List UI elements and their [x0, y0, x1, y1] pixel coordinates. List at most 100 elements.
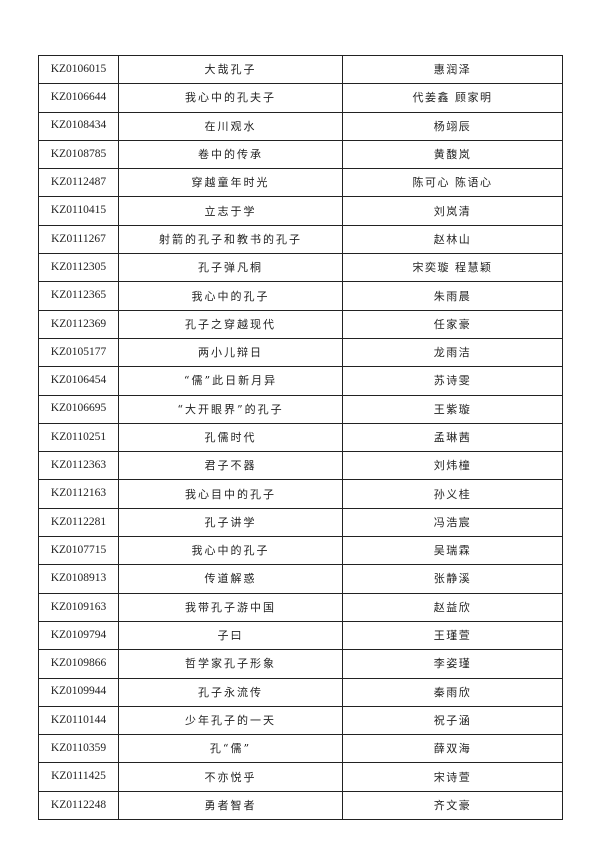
table-row: KZ0112281 孔子讲学 冯浩宸: [38, 507, 563, 538]
table-row: KZ0107715 我心中的孔子 吴瑞霖: [38, 536, 563, 566]
table-row: KZ0106015 大哉孔子 惠润泽: [38, 54, 563, 85]
entry-id: KZ0106015: [38, 54, 119, 85]
table-row: KZ0108913 传道解惑 张静溪: [38, 564, 563, 594]
table-row: KZ0106695 “大开眼界”的孔子 王紫璇: [38, 394, 563, 424]
entry-author: 杨翊辰: [342, 111, 563, 141]
entry-id: KZ0112281: [38, 507, 119, 538]
entry-id: KZ0106454: [38, 366, 119, 396]
entry-id: KZ0109163: [38, 592, 119, 622]
entry-title: 孔子永流传: [118, 677, 343, 707]
entry-author: 刘岚清: [342, 196, 563, 226]
entry-title: 传道解惑: [118, 564, 343, 594]
entry-author: 朱雨晨: [342, 281, 563, 311]
entry-id: KZ0109944: [38, 677, 119, 707]
entry-author: 薛双海: [342, 734, 563, 764]
entry-title: 孔子弹凡桐: [118, 253, 343, 283]
table-row: KZ0106454 “儒”此日新月异 苏诗雯: [38, 366, 563, 396]
table-row: KZ0112487 穿越童年时光 陈可心 陈语心: [38, 168, 563, 198]
entry-id: KZ0112369: [38, 309, 119, 339]
entry-author: 齐文豪: [342, 790, 563, 821]
entry-id: KZ0112163: [38, 479, 119, 509]
entry-author: 吴瑞霖: [342, 536, 563, 566]
entry-id: KZ0108434: [38, 111, 119, 141]
table-row: KZ0111267 射箭的孔子和教书的孔子 赵林山: [38, 224, 563, 255]
entry-title: 射箭的孔子和教书的孔子: [118, 224, 343, 255]
entry-title: 卷中的传承: [118, 139, 343, 170]
table-row: KZ0112305 孔子弹凡桐 宋奕璇 程慧颖: [38, 253, 563, 283]
entry-title: 哲学家孔子形象: [118, 649, 343, 679]
entry-author: 刘炜橦: [342, 451, 563, 481]
table-row: KZ0109866 哲学家孔子形象 李姿瑾: [38, 649, 563, 679]
entry-id: KZ0112248: [38, 790, 119, 821]
table-row: KZ0110251 孔儒时代 孟琳茜: [38, 422, 563, 453]
entry-title: 孔“儒”: [118, 734, 343, 764]
entry-author: 赵益欣: [342, 592, 563, 622]
table-body: KZ0106015 大哉孔子 惠润泽 KZ0106644 我心中的孔夫子 代姜鑫 顾家明 K…: [38, 54, 563, 821]
entry-id: KZ0112487: [38, 168, 119, 198]
entry-title: 子曰: [118, 620, 343, 651]
entries-table: KZ0106015 大哉孔子 惠润泽 KZ0106644 我心中的孔夫子 代姜鑫 顾家明 K…: [38, 54, 563, 821]
entry-id: KZ0111267: [38, 224, 119, 255]
entry-title: 我带孔子游中国: [118, 592, 343, 622]
table-row: KZ0109163 我带孔子游中国 赵益欣: [38, 592, 563, 622]
entry-id: KZ0109794: [38, 620, 119, 651]
entry-id: KZ0110359: [38, 734, 119, 764]
table-row: KZ0112163 我心目中的孔子 孙义桂: [38, 479, 563, 509]
table-row: KZ0105177 两小儿辩日 龙雨洁: [38, 337, 563, 368]
entry-author: 祝子涵: [342, 705, 563, 736]
entry-title: “大开眼界”的孔子: [118, 394, 343, 424]
entry-author: 赵林山: [342, 224, 563, 255]
entry-title: 立志于学: [118, 196, 343, 226]
entry-id: KZ0110251: [38, 422, 119, 453]
entry-author: 宋奕璇 程慧颖: [342, 253, 563, 283]
entry-title: 我心中的孔子: [118, 536, 343, 566]
entry-title: 少年孔子的一天: [118, 705, 343, 736]
entry-author: 冯浩宸: [342, 507, 563, 538]
entry-author: 李姿瑾: [342, 649, 563, 679]
entry-id: KZ0108785: [38, 139, 119, 170]
entry-id: KZ0110415: [38, 196, 119, 226]
entry-title: 勇者智者: [118, 790, 343, 821]
entry-id: KZ0112363: [38, 451, 119, 481]
entry-author: 宋诗萱: [342, 762, 563, 792]
table-row: KZ0108434 在川观水 杨翊辰: [38, 111, 563, 141]
entry-id: KZ0108913: [38, 564, 119, 594]
entry-title: 我心中的孔子: [118, 281, 343, 311]
entry-id: KZ0109866: [38, 649, 119, 679]
table-row: KZ0112363 君子不器 刘炜橦: [38, 451, 563, 481]
entry-id: KZ0112305: [38, 253, 119, 283]
table-row: KZ0112365 我心中的孔子 朱雨晨: [38, 281, 563, 311]
entry-title: 孔子讲学: [118, 507, 343, 538]
entry-author: 陈可心 陈语心: [342, 168, 563, 198]
table-row: KZ0112369 孔子之穿越现代 任家豪: [38, 309, 563, 339]
entry-author: 张静溪: [342, 564, 563, 594]
entry-author: 惠润泽: [342, 54, 563, 85]
entry-title: 两小儿辩日: [118, 337, 343, 368]
entry-title: 孔儒时代: [118, 422, 343, 453]
entry-title: 君子不器: [118, 451, 343, 481]
entry-author: 孙义桂: [342, 479, 563, 509]
entry-author: 代姜鑫 顾家明: [342, 83, 563, 113]
entry-author: 苏诗雯: [342, 366, 563, 396]
table-row: KZ0109794 子曰 王瑾萱: [38, 620, 563, 651]
table-row: KZ0112248 勇者智者 齐文豪: [38, 790, 563, 821]
entry-title: 我心中的孔夫子: [118, 83, 343, 113]
entry-id: KZ0111425: [38, 762, 119, 792]
table-row: KZ0110415 立志于学 刘岚清: [38, 196, 563, 226]
table-row: KZ0108785 卷中的传承 黄馥岚: [38, 139, 563, 170]
entry-id: KZ0110144: [38, 705, 119, 736]
entry-title: 不亦悦乎: [118, 762, 343, 792]
entry-title: 穿越童年时光: [118, 168, 343, 198]
table-row: KZ0110359 孔“儒” 薛双海: [38, 734, 563, 764]
entry-title: 孔子之穿越现代: [118, 309, 343, 339]
entry-id: KZ0112365: [38, 281, 119, 311]
entry-title: “儒”此日新月异: [118, 366, 343, 396]
table-row: KZ0109944 孔子永流传 秦雨欣: [38, 677, 563, 707]
entry-title: 大哉孔子: [118, 54, 343, 85]
entry-title: 我心目中的孔子: [118, 479, 343, 509]
entry-author: 秦雨欣: [342, 677, 563, 707]
entry-author: 黄馥岚: [342, 139, 563, 170]
table-row: KZ0110144 少年孔子的一天 祝子涵: [38, 705, 563, 736]
entry-author: 王瑾萱: [342, 620, 563, 651]
entry-id: KZ0106644: [38, 83, 119, 113]
